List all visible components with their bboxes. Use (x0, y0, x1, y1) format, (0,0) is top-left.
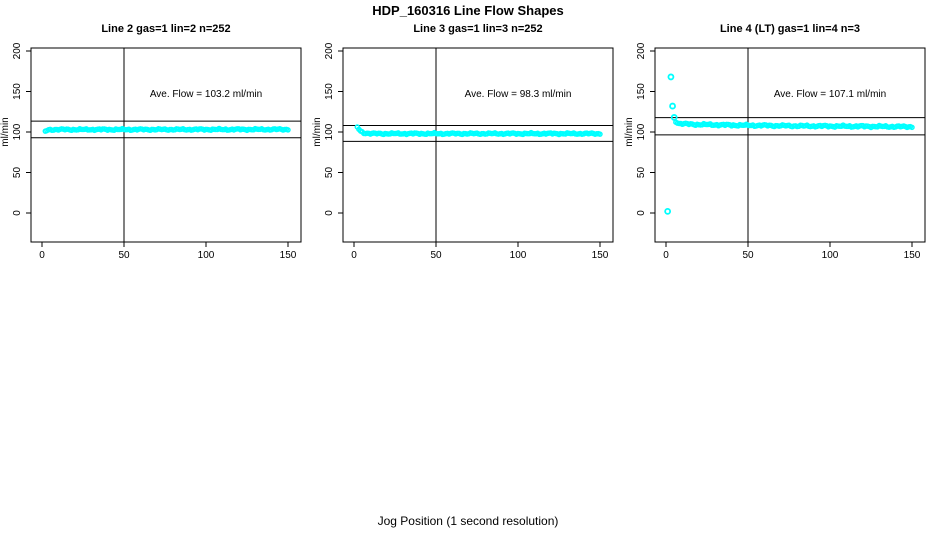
y-tick-label: 0 (636, 210, 647, 216)
plot-area: 0 50 100 150 0 50 100 150 200 (636, 42, 926, 261)
chart-panel-line-3: Line 3 gas=1 lin=3 n=252 ml/min Ave. Flo… (312, 16, 624, 268)
chart-panel-line-4: Line 4 (LT) gas=1 lin=4 n=3 ml/min Ave. … (624, 16, 936, 268)
data-points (664, 73, 915, 215)
x-tick-label: 50 (430, 250, 442, 261)
data-point (285, 127, 291, 133)
plot-box (30, 47, 302, 243)
y-axis-label: ml/min (624, 117, 635, 146)
ave-flow-annotation: Ave. Flow = 98.3 ml/min (465, 89, 572, 100)
x-tick-label: 0 (663, 250, 669, 261)
y-tick-label: 200 (324, 42, 335, 59)
plot-area: 0 50 100 150 0 50 100 150 200 (324, 42, 614, 261)
y-tick-label: 100 (636, 123, 647, 140)
y-tick-label: 100 (12, 123, 23, 140)
y-tick-label: 50 (324, 167, 335, 179)
chart-canvas: Line 3 gas=1 lin=3 n=252 ml/min Ave. Flo… (312, 23, 614, 261)
plot-box (342, 47, 614, 243)
y-tick-label: 0 (12, 210, 23, 216)
x-tick-label: 0 (39, 250, 45, 261)
y-tick-label: 100 (324, 123, 335, 140)
chart-canvas: Line 2 gas=1 lin=2 n=252 ml/min Ave. Flo… (0, 23, 302, 261)
ave-flow-annotation: Ave. Flow = 103.2 ml/min (150, 89, 262, 100)
chart-panel-line-2: Line 2 gas=1 lin=2 n=252 ml/min Ave. Flo… (0, 16, 312, 268)
outlier-point (669, 102, 676, 110)
chart-main-title: HDP_160316 Line Flow Shapes (372, 3, 564, 18)
data-points (354, 124, 603, 138)
data-point (597, 131, 603, 137)
plot-area: 0 50 100 150 0 50 100 150 200 (12, 42, 302, 261)
x-tick-label: 50 (118, 250, 130, 261)
outlier-point (664, 207, 672, 215)
ave-flow-annotation: Ave. Flow = 107.1 ml/min (774, 89, 886, 100)
x-tick-label: 0 (351, 250, 357, 261)
y-axis-label: ml/min (312, 117, 323, 146)
panel-title: Line 3 gas=1 lin=3 n=252 (413, 23, 542, 35)
y-tick-label: 0 (324, 210, 335, 216)
y-axis-label: ml/min (0, 117, 11, 146)
panel-title: Line 4 (LT) gas=1 lin=4 n=3 (720, 23, 860, 35)
panel-title: Line 2 gas=1 lin=2 n=252 (101, 23, 230, 35)
y-tick-label: 150 (324, 83, 335, 100)
x-tick-label: 100 (822, 250, 839, 261)
data-points (42, 125, 291, 134)
y-tick-label: 200 (636, 42, 647, 59)
x-tick-label: 150 (280, 250, 297, 261)
y-tick-label: 50 (636, 167, 647, 179)
x-tick-label: 100 (198, 250, 215, 261)
x-tick-label: 50 (742, 250, 754, 261)
y-tick-label: 50 (12, 167, 23, 179)
chart-canvas: Line 4 (LT) gas=1 lin=4 n=3 ml/min Ave. … (624, 23, 926, 261)
x-tick-label: 100 (510, 250, 527, 261)
x-axis-label: Jog Position (1 second resolution) (377, 514, 559, 528)
y-tick-label: 150 (636, 83, 647, 100)
y-tick-label: 150 (12, 83, 23, 100)
data-point (909, 124, 915, 131)
x-tick-label: 150 (904, 250, 921, 261)
outlier-point (667, 73, 675, 81)
plot-box (654, 47, 926, 243)
outlier-point (670, 114, 678, 121)
y-tick-label: 200 (12, 42, 23, 59)
x-tick-label: 150 (592, 250, 609, 261)
